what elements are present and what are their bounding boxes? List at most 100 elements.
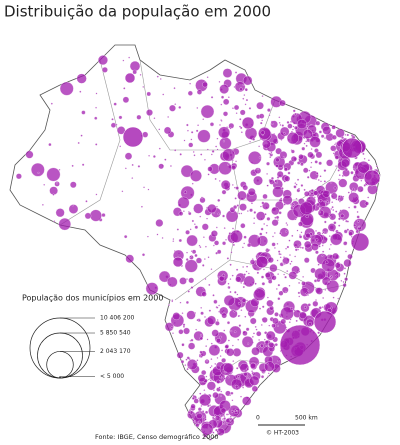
bubble (59, 81, 74, 96)
bubble (246, 367, 250, 371)
bubble (220, 407, 227, 414)
bubble (206, 381, 216, 391)
bubble (279, 232, 282, 235)
bubble (194, 360, 197, 363)
bubble (265, 248, 269, 251)
bubble (218, 161, 232, 175)
bubble (37, 171, 40, 174)
bubble (186, 129, 189, 132)
bubble (220, 390, 223, 393)
bubble (288, 239, 291, 242)
bubble (234, 384, 239, 389)
bubble (79, 90, 82, 93)
bubble (282, 156, 285, 159)
bubble (286, 224, 289, 226)
bubble (220, 414, 223, 417)
bubble (302, 275, 305, 278)
bubble (315, 229, 318, 232)
bubble (231, 378, 243, 390)
bubble (239, 203, 247, 211)
bubble (356, 215, 360, 219)
bubble (274, 343, 278, 347)
bubble (308, 169, 311, 172)
bubble (249, 375, 260, 386)
bubble (301, 146, 306, 151)
bubble (234, 71, 238, 74)
bubble (256, 331, 262, 337)
bubble (298, 187, 300, 190)
bubble (210, 358, 213, 361)
bubble (245, 270, 248, 273)
bubble (322, 296, 325, 299)
bubble (307, 289, 310, 292)
bubble (357, 185, 364, 193)
bubble (187, 90, 193, 96)
bubble (237, 302, 241, 305)
bubble (299, 234, 301, 236)
bubble (252, 137, 256, 141)
bubble (215, 226, 218, 229)
bubble (210, 153, 213, 156)
bubble (345, 250, 347, 253)
bubble (255, 255, 258, 258)
bubble (265, 231, 268, 234)
bubble (179, 153, 182, 156)
bubble (315, 287, 323, 295)
bubble (314, 160, 318, 164)
bubble (310, 188, 314, 193)
bubble (71, 204, 74, 207)
bubble (256, 236, 259, 239)
bubble (331, 205, 334, 209)
bubble (190, 131, 194, 134)
bubble (263, 223, 266, 225)
bubble (302, 129, 313, 139)
bubble (53, 220, 56, 223)
bubble (226, 321, 231, 325)
bubble (294, 246, 297, 249)
bubble (80, 134, 83, 137)
bubble (249, 259, 256, 265)
bubble (320, 134, 325, 138)
bubble (290, 260, 293, 263)
bubble (25, 150, 34, 159)
bubble (214, 240, 220, 246)
bubble (355, 229, 360, 234)
bubble (219, 137, 232, 150)
bubble (125, 254, 135, 264)
bubble (233, 86, 236, 88)
bubble (309, 136, 321, 148)
bubble (209, 366, 212, 369)
bubble (244, 88, 248, 92)
bubble (279, 99, 286, 107)
bubble (261, 316, 268, 323)
bubble (211, 373, 214, 376)
bubble (259, 121, 263, 125)
bubble (243, 370, 245, 373)
bubble (292, 203, 295, 206)
bubble (338, 200, 341, 203)
bubble (357, 220, 360, 223)
bubble (211, 416, 215, 420)
bubble (222, 111, 229, 117)
bubble (158, 270, 171, 283)
bubble (315, 172, 319, 175)
bubble (240, 395, 242, 398)
bubble (199, 412, 202, 415)
bubble (317, 331, 321, 335)
bubble (330, 306, 333, 310)
bubble (187, 366, 190, 369)
bubble (211, 329, 219, 337)
bubble (247, 375, 250, 378)
bubble (200, 311, 204, 316)
bubble (202, 415, 205, 418)
bubble (94, 116, 98, 120)
bubble (174, 149, 177, 152)
bubble (124, 72, 136, 84)
bubble (258, 145, 261, 148)
bubble (299, 311, 307, 319)
bubble (375, 165, 378, 168)
bubble (205, 360, 208, 362)
bubble (238, 212, 241, 215)
bubble (81, 163, 85, 166)
